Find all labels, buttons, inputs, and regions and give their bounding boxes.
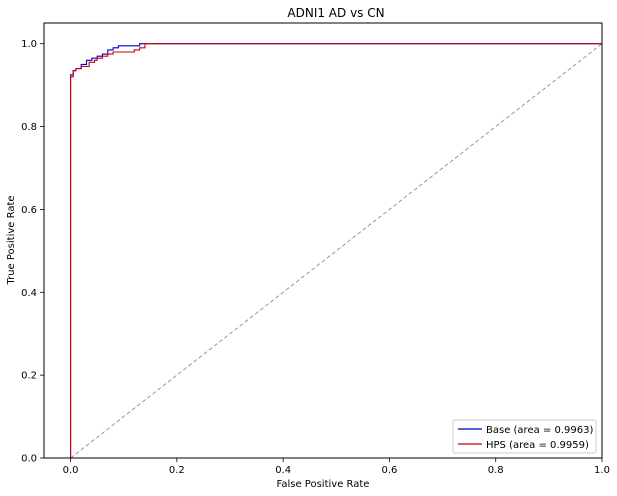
y-tick-label: 1.0 [21, 39, 37, 50]
x-tick-label: 0.8 [488, 465, 504, 476]
legend-label-base: Base (area = 0.9963) [486, 425, 593, 436]
y-tick-label: 0.0 [21, 454, 37, 465]
legend-box [452, 419, 597, 454]
legend-label-hps: HPS (area = 0.9959) [486, 440, 589, 451]
x-tick-label: 0.6 [381, 465, 397, 476]
x-tick-label: 0.4 [275, 465, 291, 476]
chart-title: ADNI1 AD vs CN [287, 6, 384, 20]
y-axis-label: True Positive Rate [6, 195, 17, 285]
plot-area [44, 23, 602, 458]
y-tick-label: 0.4 [21, 288, 37, 299]
x-tick-label: 1.0 [594, 465, 610, 476]
x-axis-label: False Positive Rate [277, 479, 370, 490]
series-layer [70, 43, 603, 459]
legend: Base (area = 0.9963) HPS (area = 0.9959) [452, 419, 597, 454]
x-tick-label: 0.2 [169, 465, 185, 476]
y-tick-label: 0.6 [21, 205, 37, 216]
x-tick-label: 0.0 [63, 465, 79, 476]
y-tick-label: 0.8 [21, 122, 37, 133]
plot-frame [43, 22, 603, 459]
chance-diagonal-line [70, 43, 603, 459]
ticks-layer: 0.0 0.2 0.4 0.6 0.8 1.0 0.0 0.2 0.4 0.6 0.8 1.0 [21, 39, 610, 476]
y-tick-label: 0.2 [21, 371, 37, 382]
series-hps-line [70, 43, 602, 458]
